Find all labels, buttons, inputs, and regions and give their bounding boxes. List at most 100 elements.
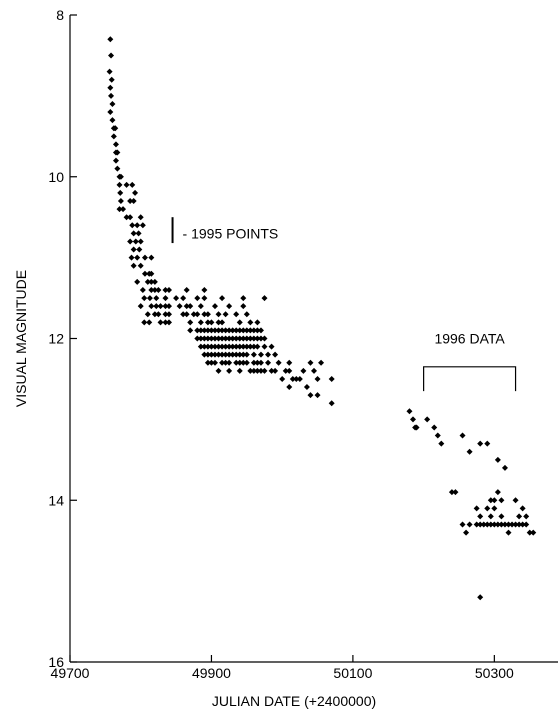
data-point [247, 335, 254, 342]
data-point [204, 335, 211, 342]
data-point [261, 295, 268, 302]
data-point [141, 319, 148, 326]
data-point [523, 513, 530, 520]
data-point [226, 359, 233, 366]
data-point [197, 335, 204, 342]
data-point [484, 521, 491, 528]
data-point [477, 440, 484, 447]
data-point [112, 157, 119, 164]
data-point [208, 343, 215, 350]
data-point [459, 432, 466, 439]
data-point [477, 521, 484, 528]
data-point [110, 133, 117, 140]
data-point [226, 327, 233, 334]
data-point [180, 311, 187, 318]
data-point [328, 375, 335, 382]
data-point [487, 497, 494, 504]
data-point [219, 343, 226, 350]
data-point [261, 343, 268, 350]
data-point [107, 84, 114, 91]
data-point [155, 286, 162, 293]
data-point [229, 343, 236, 350]
data-point [201, 286, 208, 293]
data-point [226, 351, 233, 358]
data-point [197, 327, 204, 334]
data-point [187, 319, 194, 326]
data-point [257, 359, 264, 366]
data-point [233, 359, 240, 366]
data-point [201, 343, 208, 350]
data-point [523, 521, 530, 528]
data-point [261, 335, 268, 342]
data-point [130, 262, 137, 269]
data-point [250, 367, 257, 374]
data-point [127, 214, 134, 221]
data-point [108, 76, 115, 83]
data-point [243, 359, 250, 366]
data-point [211, 327, 218, 334]
data-point [222, 351, 229, 358]
data-point [162, 295, 169, 302]
x-tick-label: 49900 [192, 665, 231, 681]
data-point [134, 222, 141, 229]
data-point [153, 295, 160, 302]
data-point [424, 416, 431, 423]
data-point [247, 343, 254, 350]
data-point [243, 343, 250, 350]
data-point [215, 335, 222, 342]
data-point [134, 278, 141, 285]
data-point [155, 311, 162, 318]
data-point [501, 464, 508, 471]
data-point [307, 359, 314, 366]
annotations: - 1995 POINTS 1996 DATA [171, 217, 517, 392]
data-point [219, 335, 226, 342]
data-point [201, 335, 208, 342]
data-point [144, 311, 151, 318]
data-point [183, 303, 190, 310]
data-point [204, 311, 211, 318]
data-point [438, 440, 445, 447]
x-tick-label: 49700 [51, 665, 90, 681]
data-point [137, 238, 144, 245]
data-point [194, 327, 201, 334]
data-point [226, 343, 233, 350]
data-point [197, 303, 204, 310]
data-point [136, 246, 143, 253]
data-point [254, 367, 261, 374]
data-point [215, 367, 222, 374]
data-point [484, 505, 491, 512]
data-point [222, 327, 229, 334]
data-point [303, 384, 310, 391]
data-point [194, 311, 201, 318]
data-point [139, 286, 146, 293]
data-point [247, 327, 254, 334]
data-point [410, 416, 417, 423]
data-point [257, 335, 264, 342]
data-point [106, 68, 113, 75]
data-point [286, 359, 293, 366]
data-point [250, 327, 257, 334]
data-point [268, 343, 275, 350]
data-point [219, 319, 226, 326]
data-point [505, 529, 512, 536]
data-point [109, 100, 116, 107]
data-point [151, 286, 158, 293]
data-point [236, 351, 243, 358]
data-point [130, 246, 137, 253]
data-point [148, 278, 155, 285]
data-point [222, 359, 229, 366]
data-point [129, 181, 136, 188]
data-point [293, 375, 300, 382]
data-point [233, 351, 240, 358]
data-point [148, 286, 155, 293]
data-point [243, 351, 250, 358]
data-point [204, 319, 211, 326]
data-point [219, 359, 226, 366]
data-point [194, 335, 201, 342]
data-point [473, 521, 480, 528]
data-point [498, 521, 505, 528]
data-point [236, 343, 243, 350]
data-point [257, 367, 264, 374]
data-point [296, 375, 303, 382]
